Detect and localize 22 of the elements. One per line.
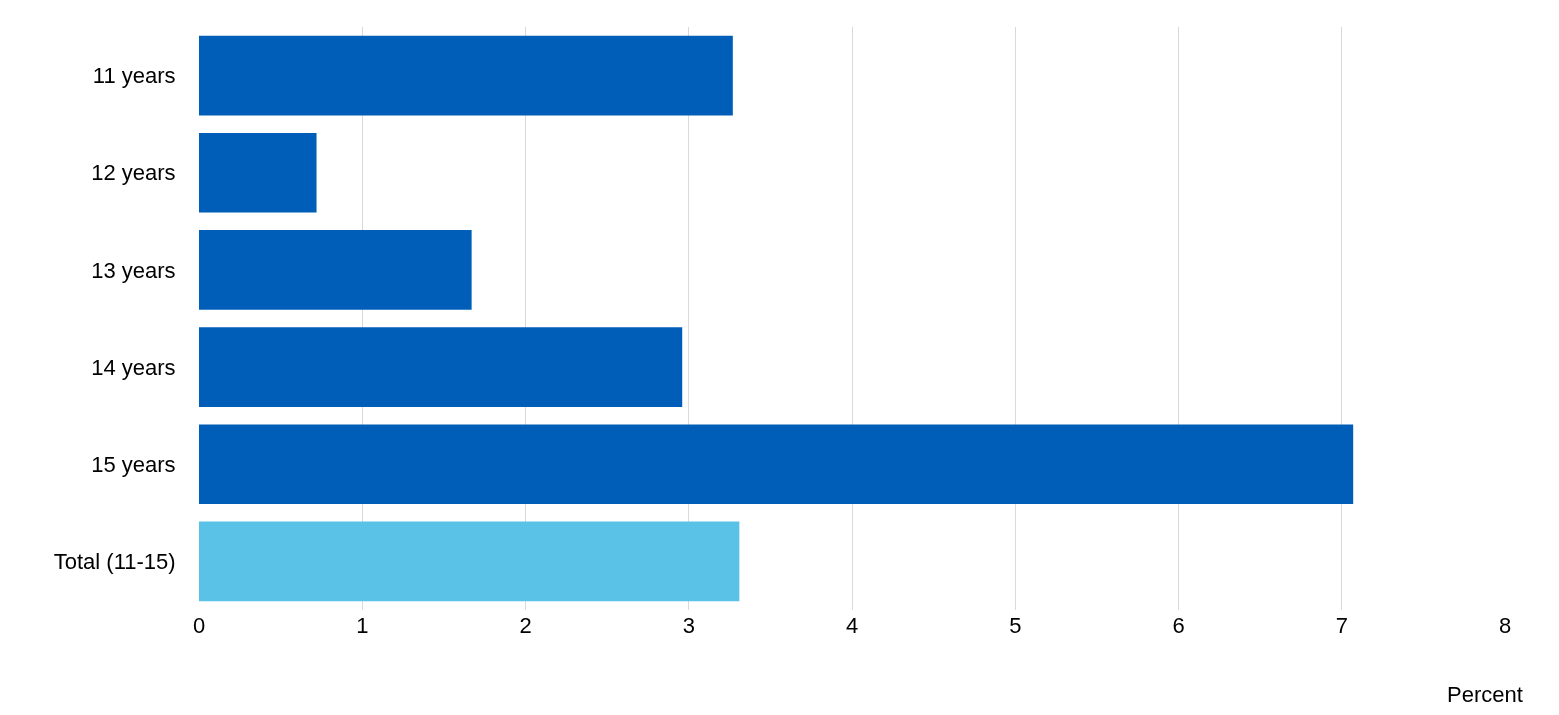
x-tick-label: 2 <box>519 613 532 638</box>
y-tick-label: 14 years <box>91 354 176 380</box>
bar <box>199 132 317 213</box>
x-tick-label: 4 <box>845 613 859 638</box>
y-tick-label: 13 years <box>91 257 176 283</box>
x-tick-label: 0 <box>192 613 206 638</box>
bar <box>199 521 740 602</box>
x-tick-label: 3 <box>682 613 695 638</box>
x-tick-label: 1 <box>356 613 369 638</box>
x-tick-label: 7 <box>1335 613 1348 638</box>
y-tick-label: 12 years <box>91 160 176 186</box>
x-axis-title: Percent <box>1447 682 1523 707</box>
bar <box>199 424 1354 505</box>
x-tick-label: 8 <box>1498 613 1512 638</box>
x-tick-label: 5 <box>1009 613 1022 638</box>
bar <box>199 230 472 310</box>
y-tick-label: 11 years <box>92 63 176 89</box>
bar <box>199 35 733 116</box>
x-tick-label: 6 <box>1172 613 1185 638</box>
y-tick-label: Total (11-15) <box>53 549 176 575</box>
bar <box>199 327 683 407</box>
y-tick-label: 15 years <box>91 451 176 477</box>
